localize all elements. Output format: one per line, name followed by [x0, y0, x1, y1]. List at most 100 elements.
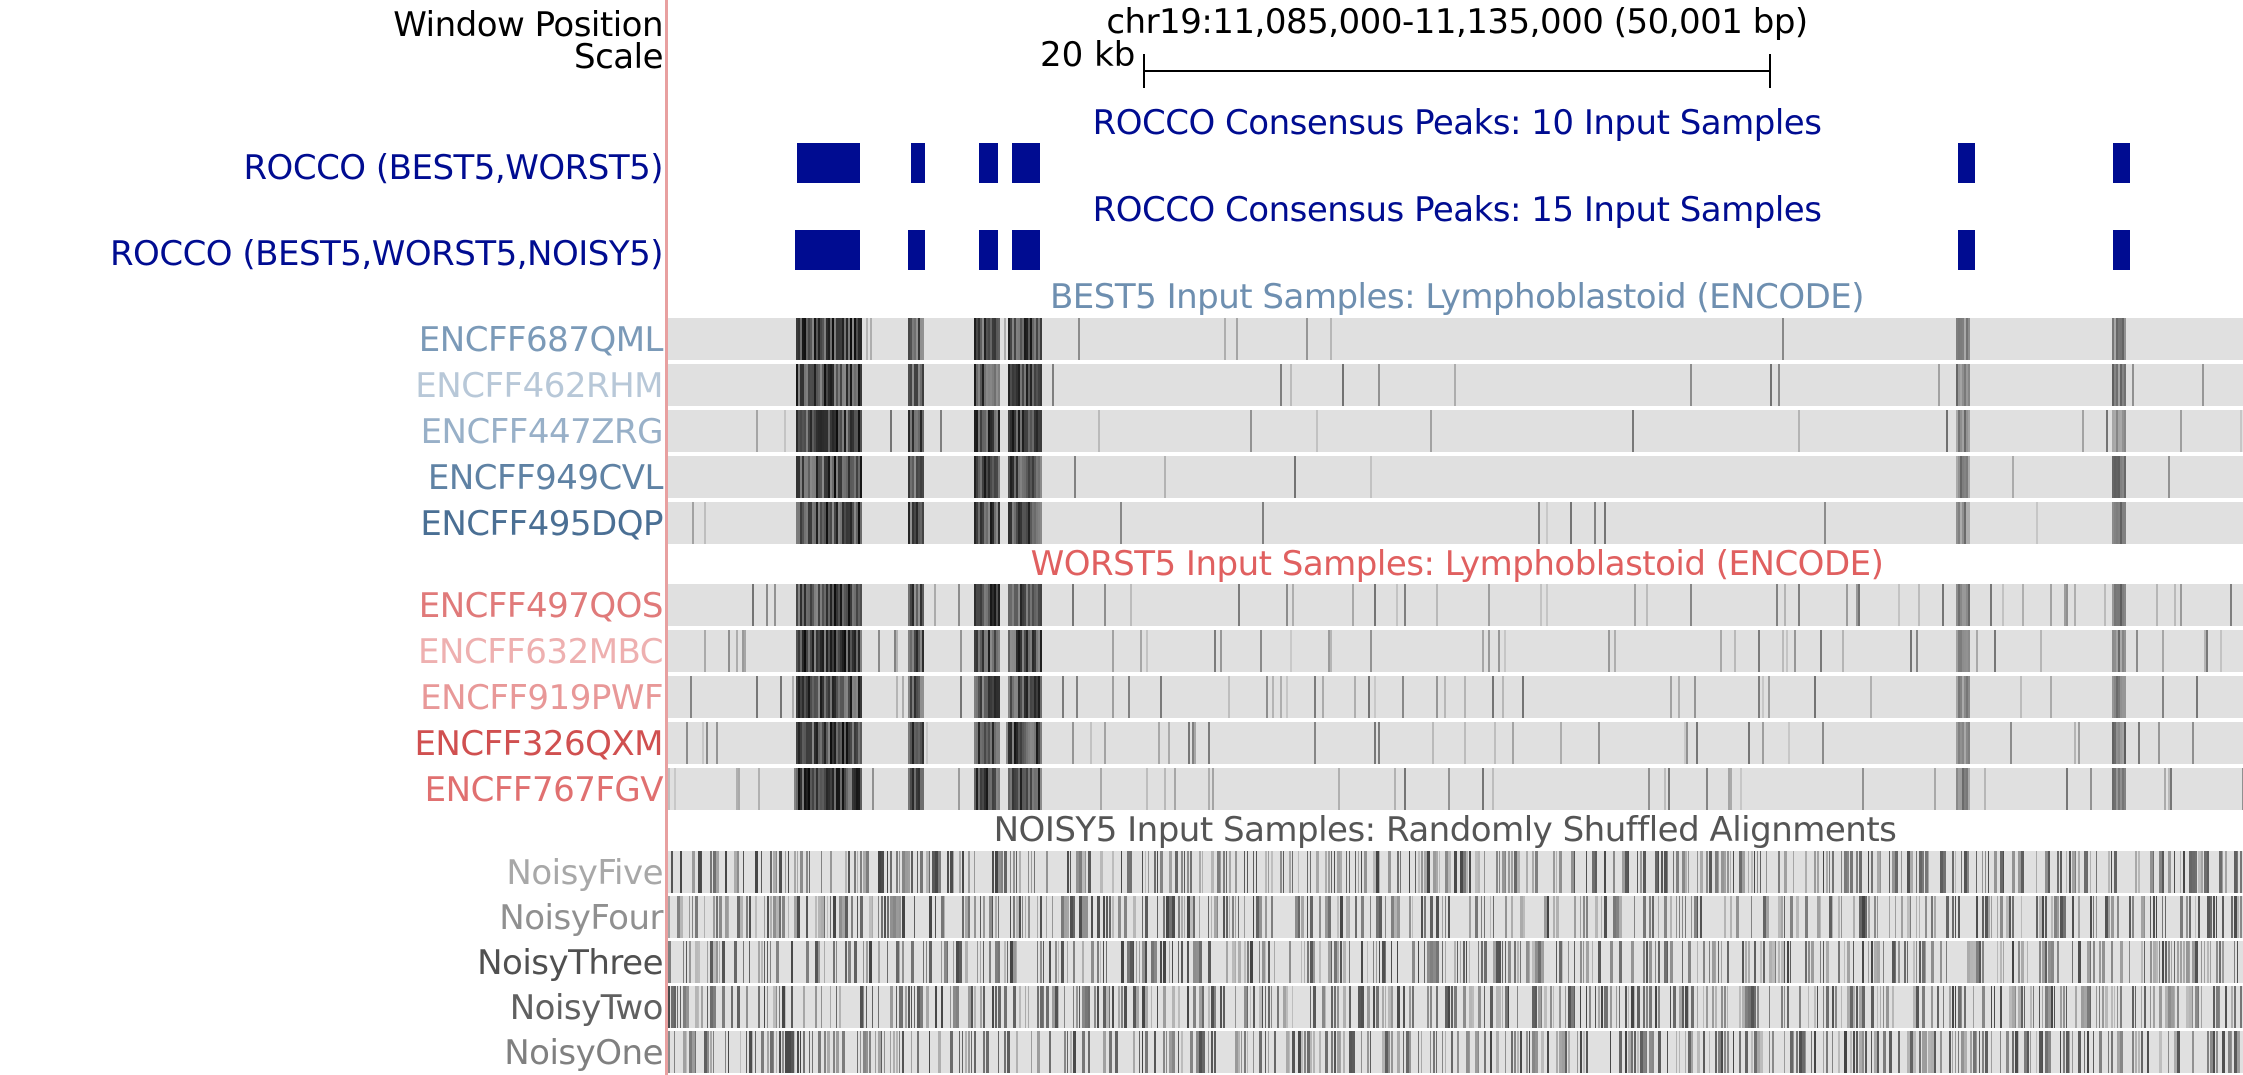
signal-bar	[1436, 851, 1438, 893]
best-signal-track[interactable]	[668, 410, 2243, 452]
signal-bar	[1478, 1031, 1479, 1073]
signal-bar	[1910, 630, 1912, 672]
signal-bar	[780, 676, 782, 718]
best-track-label[interactable]: ENCFF462RHM	[415, 366, 663, 406]
signal-bar	[2054, 986, 2055, 1028]
signal-bar	[2036, 1031, 2037, 1073]
signal-bar	[988, 456, 990, 498]
signal-bar	[1880, 851, 1881, 893]
signal-bar	[1829, 851, 1830, 893]
signal-bar	[1958, 364, 1960, 406]
noisy-track-label[interactable]: NoisyFive	[506, 853, 663, 893]
worst-signal-track[interactable]	[668, 768, 2243, 810]
signal-bar	[758, 768, 760, 810]
best-track-label[interactable]: ENCFF687QML	[418, 320, 664, 360]
consensus-10-track[interactable]	[668, 141, 2243, 185]
signal-bar	[1298, 851, 1299, 893]
signal-bar	[838, 676, 840, 718]
signal-bar	[1235, 851, 1237, 893]
best-track-label[interactable]: ENCFF949CVL	[427, 458, 664, 498]
signal-bar	[815, 986, 817, 1028]
noisy-track-label[interactable]: NoisyOne	[504, 1033, 663, 1073]
signal-bar	[953, 851, 954, 893]
signal-bar	[1868, 896, 1870, 938]
signal-bar	[802, 410, 804, 452]
best-track-label[interactable]: ENCFF495DQP	[420, 504, 663, 544]
worst-signal-track[interactable]	[668, 584, 2243, 626]
signal-bar	[848, 502, 850, 544]
noisy-track-label[interactable]: NoisyFour	[499, 898, 663, 938]
worst-signal-track[interactable]	[668, 722, 2243, 764]
signal-bar	[1679, 1031, 1680, 1073]
noisy-track-label[interactable]: NoisyThree	[477, 943, 663, 983]
worst-track-label[interactable]: ENCFF767FGV	[424, 770, 664, 810]
signal-bar	[1128, 676, 1130, 718]
signal-bar	[840, 410, 842, 452]
noisy-signal-track[interactable]	[668, 941, 2243, 983]
signal-bar	[1658, 1031, 1661, 1073]
signal-bar	[914, 896, 915, 938]
signal-bar	[1070, 896, 1073, 938]
signal-bar	[791, 941, 793, 983]
signal-bar	[1104, 584, 1106, 626]
signal-bar	[1910, 896, 1911, 938]
signal-bar	[2072, 896, 2074, 938]
consensus-15-label[interactable]: ROCCO (BEST5,WORST5,NOISY5)	[109, 234, 664, 274]
signal-bar	[976, 364, 978, 406]
signal-bar	[1676, 851, 1679, 893]
signal-bar	[1026, 410, 1028, 452]
signal-bar	[782, 1031, 784, 1073]
signal-bar	[1424, 896, 1426, 938]
signal-bar	[2069, 851, 2071, 893]
worst-signal-track[interactable]	[668, 630, 2243, 672]
signal-bar	[1758, 676, 1760, 718]
signal-bar	[1772, 1031, 1774, 1073]
noisy-signal-track[interactable]	[668, 896, 2243, 938]
signal-bar	[1850, 851, 1853, 893]
signal-bar	[1889, 851, 1890, 893]
signal-bar	[1958, 318, 1960, 360]
signal-bar	[2104, 584, 2106, 626]
best-signal-track[interactable]	[668, 318, 2243, 360]
noisy-signal-track[interactable]	[668, 986, 2243, 1028]
worst-signal-track[interactable]	[668, 676, 2243, 718]
signal-bar	[1622, 851, 1625, 893]
consensus-10-label[interactable]: ROCCO (BEST5,WORST5)	[243, 148, 663, 188]
best-signal-track[interactable]	[668, 502, 2243, 544]
signal-bar	[1648, 768, 1650, 810]
signal-bar	[1014, 630, 1016, 672]
signal-bar	[1018, 456, 1020, 498]
signal-bar	[856, 768, 858, 810]
signal-bar	[858, 502, 860, 544]
worst-track-label[interactable]: ENCFF326QXM	[414, 724, 663, 764]
noisy-signal-track[interactable]	[668, 851, 2243, 893]
best-signal-track[interactable]	[668, 456, 2243, 498]
noisy-signal-track[interactable]	[668, 1031, 2243, 1073]
signal-bar	[1643, 1031, 1646, 1073]
signal-bar	[1022, 676, 1024, 718]
signal-bar	[1952, 986, 1954, 1028]
worst-track-label[interactable]: ENCFF632MBC	[418, 632, 663, 672]
signal-bar	[2216, 1031, 2218, 1073]
noisy-track-label[interactable]: NoisyTwo	[509, 988, 664, 1028]
signal-bar	[802, 584, 804, 626]
signal-bar	[1260, 630, 1262, 672]
signal-bar	[854, 456, 856, 498]
signal-bar	[707, 986, 708, 1028]
signal-bar	[1595, 986, 1596, 1028]
signal-bar	[2186, 941, 2189, 983]
signal-bar	[840, 456, 842, 498]
signal-bar	[802, 456, 804, 498]
consensus-15-title: ROCCO Consensus Peaks: 15 Input Samples	[1092, 190, 1822, 230]
consensus-15-track[interactable]	[668, 228, 2243, 272]
worst-track-label[interactable]: ENCFF497QOS	[418, 586, 664, 626]
signal-bar	[2118, 630, 2120, 672]
best-signal-track[interactable]	[668, 364, 2243, 406]
worst-track-label[interactable]: ENCFF919PWF	[420, 678, 663, 718]
signal-bar	[916, 584, 918, 626]
signal-bar	[2033, 986, 2034, 1028]
signal-bar	[1877, 986, 1878, 1028]
signal-bar	[2189, 851, 2192, 893]
best-track-label[interactable]: ENCFF447ZRG	[420, 412, 664, 452]
signal-bar	[2237, 896, 2239, 938]
